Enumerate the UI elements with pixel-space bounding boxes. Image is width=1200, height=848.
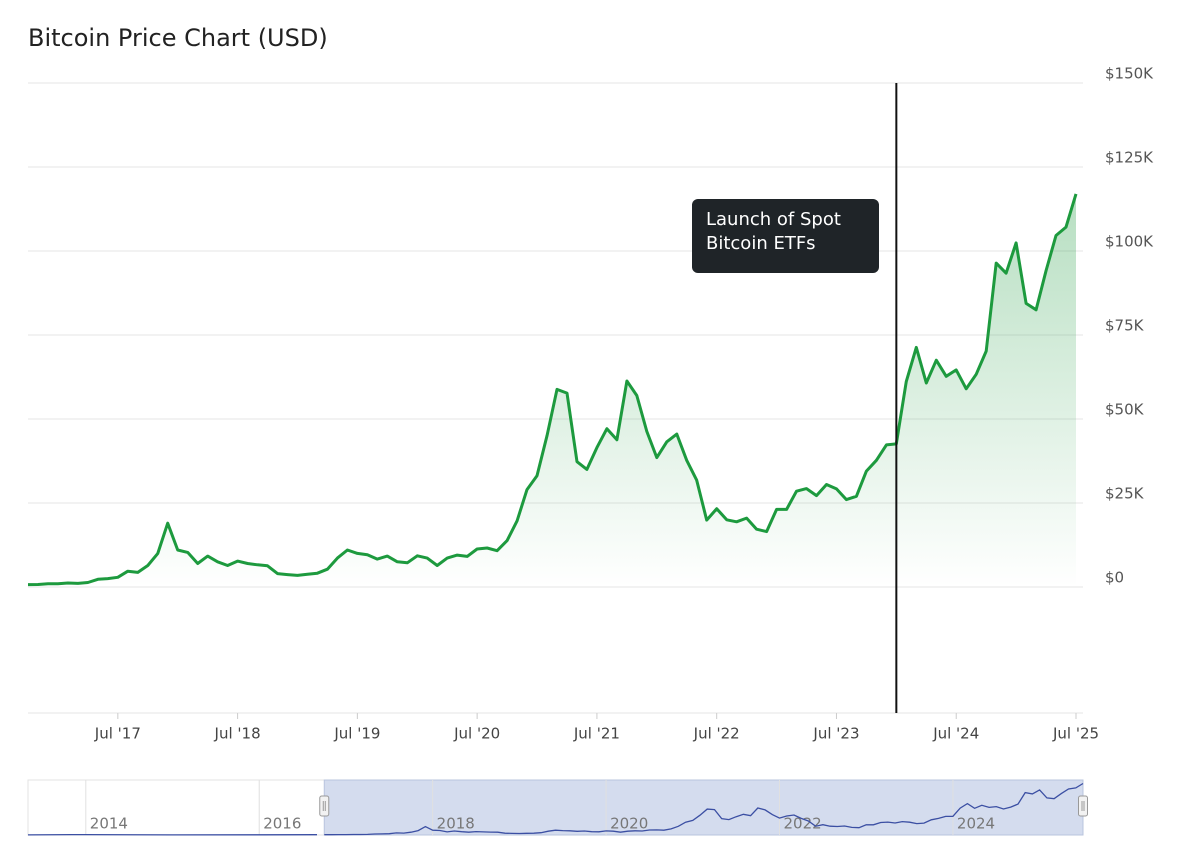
x-tick-label: Jul '21 [573,725,620,743]
y-tick-label: $125K [1105,149,1154,167]
price-line [27,193,1078,587]
navigator-tick-label: 2022 [784,815,822,833]
x-tick-label: Jul '22 [693,725,740,743]
annotation-text: Bitcoin ETFs [706,233,816,254]
y-tick-label: $100K [1105,233,1154,251]
x-tick-label: Jul '17 [94,725,141,743]
grid: $0 $25K $50K $75K $100K $125K $150K Jul '17 Jul … [28,65,1154,743]
y-tick-label: $25K [1105,485,1145,503]
x-tick-label: Jul '24 [932,725,979,743]
y-tick-label: $150K [1105,65,1154,83]
navigator-line [324,782,1084,836]
annotation-box [692,199,879,273]
navigator-tick-label: 2018 [437,815,475,833]
navigator-tick-label: 2016 [263,815,301,833]
navigator-tick-label: 2024 [957,815,995,833]
y-tick-label: $75K [1105,317,1145,335]
navigator-handle[interactable] [1078,795,1088,817]
navigator-selection [323,779,1084,836]
plot: Launch of Spot Bitcoin ETFs [27,83,1078,713]
x-tick-label: Jul '23 [812,725,859,743]
x-tick-label: Jul '18 [214,725,261,743]
y-tick-label: $50K [1105,401,1145,419]
x-tick-label: Jul '19 [333,725,380,743]
x-tick-label: Jul '25 [1052,725,1099,743]
navigator: 2014 2016 2018 2020 2022 2024 [27,779,1088,836]
annotation-text: Launch of Spot [706,209,841,230]
chart-title: Bitcoin Price Chart (USD) [28,24,328,52]
navigator-handle[interactable] [319,795,330,817]
navigator-tick-label: 2020 [610,815,648,833]
x-tick-label: Jul '20 [453,725,500,743]
navigator-tick-label: 2014 [90,815,128,833]
y-tick-label: $0 [1105,569,1124,587]
area [28,193,1076,587]
